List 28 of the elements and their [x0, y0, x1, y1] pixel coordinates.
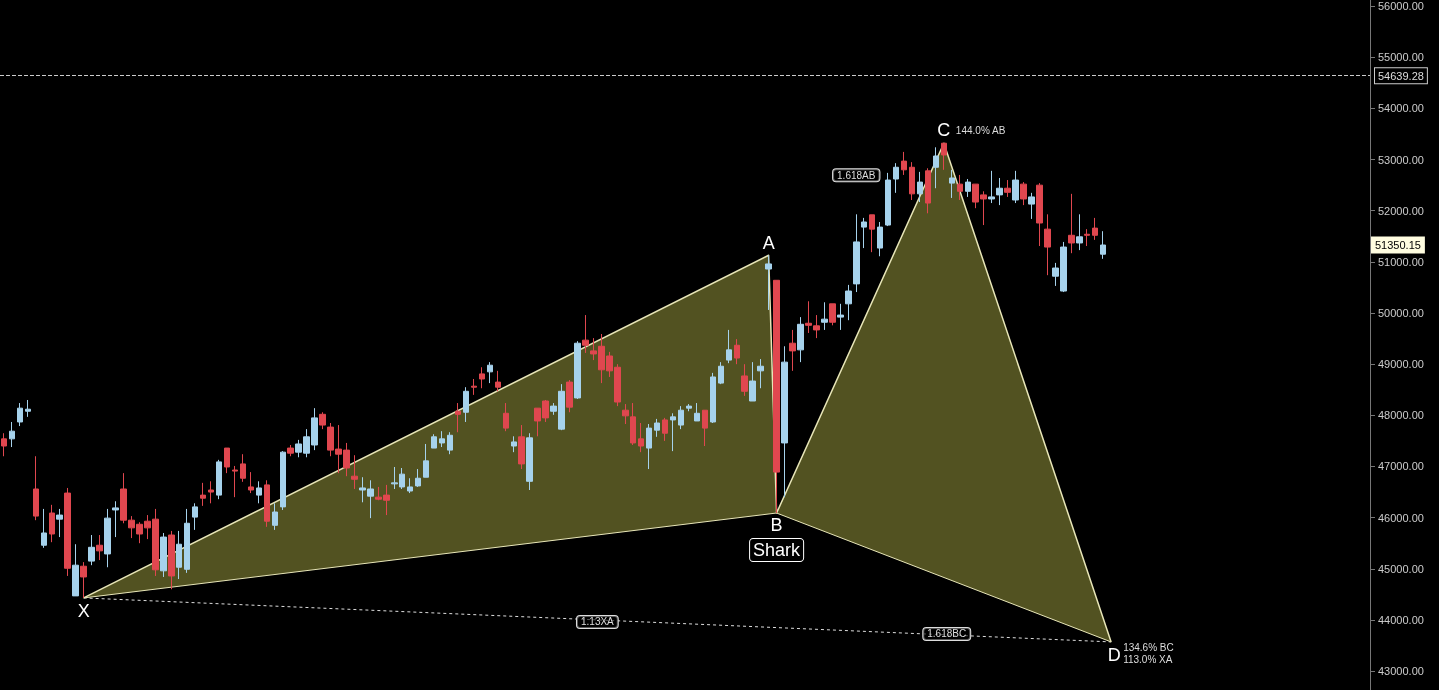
text: 51350.15	[1375, 239, 1421, 251]
annotation: 1.618AB	[837, 169, 876, 181]
annotation: Shark	[753, 540, 802, 561]
y-tick-label: 56000.00	[1378, 0, 1424, 13]
y-tick-label: 55000.00	[1378, 51, 1424, 64]
annotation: 113.0% XA	[1123, 654, 1173, 666]
ref-line-label: 54639.28	[1378, 69, 1424, 82]
y-tick-label: 52000.00	[1378, 204, 1424, 217]
annotation: 1.13XA	[580, 616, 615, 628]
annotation: B	[770, 515, 783, 536]
y-tick-label: 45000.00	[1378, 562, 1424, 575]
y-tick-label: 54000.00	[1378, 102, 1424, 115]
y-tick-label: 44000.00	[1378, 613, 1424, 626]
y-tick-label: 47000.00	[1378, 460, 1424, 473]
annotation: A	[762, 233, 775, 254]
y-tick-label: 51000.00	[1378, 255, 1424, 268]
y-tick-label: 43000.00	[1378, 665, 1424, 678]
annotation: X	[77, 600, 90, 621]
annotation: C	[937, 120, 951, 141]
annotation: D	[1107, 644, 1121, 665]
y-tick-label: 48000.00	[1378, 409, 1424, 422]
y-tick-label: 46000.00	[1378, 511, 1424, 524]
annotation: 144.0% AB	[955, 124, 1006, 136]
y-tick-label: 49000.00	[1378, 358, 1424, 371]
y-tick-label: 53000.00	[1378, 153, 1424, 166]
y-tick-label: 50000.00	[1378, 307, 1424, 320]
annotation: 134.6% BC	[1123, 642, 1174, 654]
annotation: 1.618BC	[927, 628, 967, 640]
